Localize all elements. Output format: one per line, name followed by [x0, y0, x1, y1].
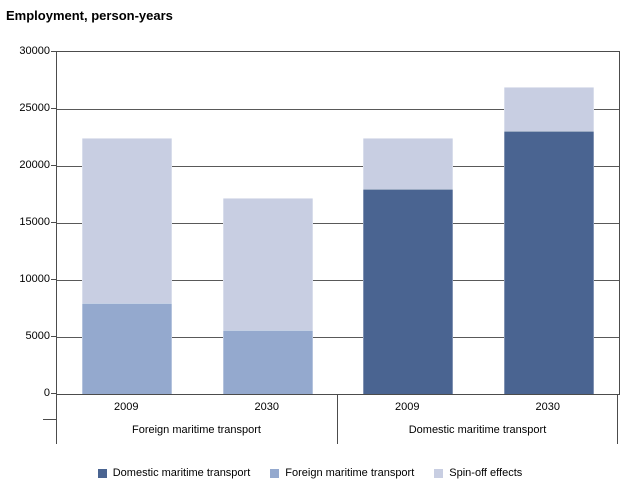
bar-segment: [82, 302, 173, 394]
legend-label: Foreign maritime transport: [285, 467, 415, 479]
gridline: [57, 337, 619, 338]
legend-label: Domestic maritime transport: [112, 467, 251, 479]
bar-segment: [503, 130, 594, 394]
x-group-label: Foreign maritime transport: [132, 424, 261, 436]
legend-item-domestic-maritime-transport: Domestic maritime transport: [97, 466, 251, 480]
legend-swatch-foreign-icon: [270, 468, 280, 478]
y-tick-mark: [51, 336, 56, 337]
plot-area: [56, 51, 620, 395]
x-group-label: Domestic maritime transport: [408, 424, 547, 436]
legend: Domestic maritime transport Foreign mari…: [0, 462, 620, 484]
legend-item-spin-off-effects: Spin-off effects: [434, 466, 522, 480]
y-tick-mark: [51, 108, 56, 109]
y-tick-label: 20000: [19, 159, 50, 171]
y-tick-mark: [51, 165, 56, 166]
y-tick-mark: [51, 222, 56, 223]
y-tick-mark: [51, 279, 56, 280]
x-axis-row-tick: [43, 419, 56, 420]
gridline: [57, 280, 619, 281]
gridline: [57, 223, 619, 224]
legend-swatch-domestic-icon: [97, 468, 107, 478]
y-tick-label: 30000: [19, 45, 50, 57]
y-tick-label: 5000: [25, 330, 50, 342]
x-tick-label-year: 2009: [114, 401, 139, 413]
y-tick-label: 15000: [19, 216, 50, 228]
gridline: [57, 166, 619, 167]
gridline: [57, 109, 619, 110]
chart-title: Employment, person-years: [6, 8, 173, 23]
bar-segment: [222, 330, 313, 394]
y-tick-mark: [51, 393, 56, 394]
x-axis-separator: [617, 394, 618, 444]
bar-segment: [503, 87, 594, 131]
y-tick-label: 0: [43, 387, 50, 399]
y-tick-mark: [51, 51, 56, 52]
x-axis-separator: [56, 394, 57, 444]
x-tick-label-year: 2030: [535, 401, 560, 413]
legend-swatch-spinoff-icon: [434, 468, 444, 478]
y-tick-label: 25000: [19, 102, 50, 114]
x-axis: 2009 2030 2009 2030 Foreign maritime transpo…: [43, 394, 618, 444]
x-axis-separator: [337, 394, 338, 444]
x-tick-label-year: 2009: [395, 401, 420, 413]
bar-segment: [363, 137, 454, 189]
x-tick-label-year: 2030: [254, 401, 279, 413]
bar-segment: [363, 188, 454, 394]
bar-segment: [82, 137, 173, 303]
bar-segment: [222, 197, 313, 331]
y-tick-label: 10000: [19, 273, 50, 285]
legend-item-foreign-maritime-transport: Foreign maritime transport: [270, 466, 414, 480]
legend-label: Spin-off effects: [449, 467, 523, 479]
